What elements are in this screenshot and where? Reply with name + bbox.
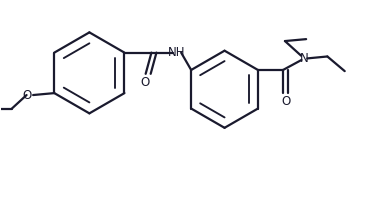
Text: NH: NH bbox=[168, 46, 185, 59]
Text: O: O bbox=[22, 88, 31, 102]
Text: O: O bbox=[140, 76, 149, 89]
Text: N: N bbox=[300, 52, 308, 65]
Text: O: O bbox=[281, 95, 291, 108]
